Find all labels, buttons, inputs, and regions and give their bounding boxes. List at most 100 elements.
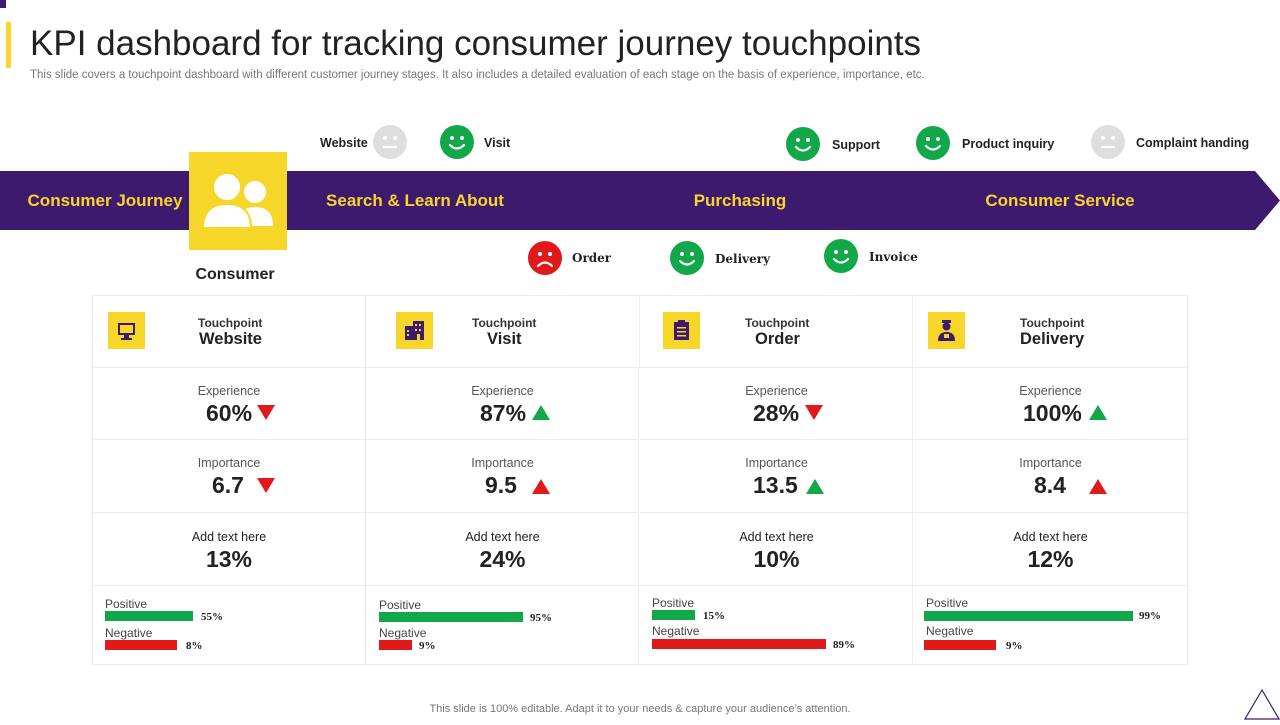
- add-text-value: 13%: [205, 546, 253, 572]
- page-title: KPI dashboard for tracking consumer jour…: [30, 24, 922, 63]
- happy-face-icon: [786, 127, 820, 161]
- negative-pct: 8%: [186, 640, 203, 652]
- touchpoint-caption: Touchpoint: [472, 316, 537, 330]
- positive-pct: 15%: [703, 610, 725, 622]
- touchpoint-caption: Touchpoint: [1020, 316, 1085, 330]
- positive-pct: 55%: [201, 611, 223, 623]
- add-text-value: 12%: [1027, 546, 1074, 572]
- sentiment-cell: Positive 99% Negative 9%: [913, 586, 1188, 665]
- importance-value: 6.7: [212, 472, 244, 498]
- trend-up-icon: [806, 478, 824, 494]
- corner-accent-purple: [0, 0, 6, 8]
- negative-bar: [105, 640, 177, 650]
- importance-cell: Importance 9.5: [366, 440, 639, 513]
- happy-face-icon: [440, 125, 474, 159]
- sad-face-icon: [528, 241, 562, 275]
- positive-label: Positive: [652, 596, 695, 610]
- touchpoint-header-order: Touchpoint Order: [640, 295, 913, 368]
- negative-bar: [379, 640, 412, 650]
- importance-cell: Importance 6.7: [92, 440, 366, 513]
- neutral-face-icon: [1091, 125, 1125, 159]
- touchpoint-caption: Touchpoint: [198, 316, 263, 330]
- add-text-label: Add text here: [739, 530, 814, 544]
- trend-down-icon: [805, 405, 823, 421]
- add-text-label: Add text here: [191, 530, 267, 544]
- add-text-label: Add text here: [465, 530, 540, 544]
- positive-bar: [652, 610, 695, 620]
- face-label-support: Support: [832, 138, 880, 152]
- add-text-value: 24%: [479, 546, 526, 572]
- users-icon: [201, 172, 273, 229]
- positive-pct: 95%: [530, 612, 552, 624]
- experience-cell: Experience 87%: [366, 368, 639, 440]
- experience-label: Experience: [1019, 384, 1082, 398]
- happy-face-icon: [670, 241, 704, 275]
- touchpoint-name: Order: [755, 330, 800, 348]
- negative-label: Negative: [379, 626, 427, 640]
- negative-pct: 89%: [833, 639, 855, 651]
- importance-label: Importance: [1019, 456, 1082, 470]
- touchpoint-name: Delivery: [1020, 330, 1085, 348]
- add-text-cell: Add text here 12%: [913, 513, 1188, 586]
- touchpoint-name: Website: [199, 330, 262, 348]
- importance-label: Importance: [471, 456, 534, 470]
- monitor-icon: [108, 312, 145, 349]
- footer-note: This slide is 100% editable. Adapt it to…: [429, 703, 851, 715]
- trend-down-icon: [257, 405, 275, 421]
- page-subtitle: This slide covers a touchpoint dashboard…: [30, 69, 925, 81]
- importance-label: Importance: [745, 456, 808, 470]
- add-text-cell: Add text here 24%: [366, 513, 639, 586]
- experience-label: Experience: [471, 384, 534, 398]
- corner-triangle-decoration: [1243, 688, 1280, 720]
- negative-pct: 9%: [1006, 640, 1023, 652]
- trend-up-red-icon: [1089, 478, 1107, 494]
- positive-label: Positive: [379, 598, 422, 612]
- touchpoint-name: Visit: [487, 330, 522, 348]
- stage-purchasing: Purchasing: [693, 191, 787, 210]
- experience-cell: Experience 28%: [640, 368, 913, 440]
- importance-value: 13.5: [753, 472, 798, 498]
- face-label-visit: Visit: [484, 136, 511, 150]
- importance-cell: Importance 13.5: [640, 440, 913, 513]
- face-label-invoice: Invoice: [869, 250, 918, 264]
- happy-face-icon: [916, 126, 950, 160]
- negative-label: Negative: [652, 624, 700, 638]
- stage-consumer-journey: Consumer Journey: [27, 191, 183, 210]
- experience-value: 60%: [206, 400, 253, 426]
- experience-value: 87%: [480, 400, 527, 426]
- journey-banner: [0, 171, 1280, 230]
- touchpoint-caption: Touchpoint: [745, 316, 810, 330]
- add-text-value: 10%: [753, 546, 800, 572]
- touchpoint-header-website: Touchpoint Website: [92, 295, 366, 368]
- neutral-face-icon: [373, 125, 407, 159]
- trend-up-icon: [532, 404, 550, 420]
- consumer-label: Consumer: [195, 266, 275, 283]
- face-label-website: Website: [320, 136, 368, 150]
- face-label-order: Order: [572, 251, 612, 265]
- delivery-person-icon: [928, 312, 965, 349]
- touchpoint-header-visit: Touchpoint Visit: [366, 295, 640, 368]
- face-label-delivery: Delivery: [715, 252, 771, 266]
- experience-label: Experience: [197, 384, 261, 398]
- building-icon: [396, 312, 433, 349]
- positive-label: Positive: [926, 596, 969, 610]
- sentiment-cell: Positive 95% Negative 9%: [366, 586, 639, 665]
- trend-up-icon: [1089, 404, 1107, 420]
- touchpoint-grid: Touchpoint Website Experience 60% Import…: [92, 295, 1188, 665]
- experience-cell: Experience 60%: [92, 368, 366, 440]
- positive-label: Positive: [105, 597, 148, 611]
- touchpoint-header-delivery: Touchpoint Delivery: [913, 295, 1188, 368]
- negative-label: Negative: [105, 626, 153, 640]
- negative-label: Negative: [926, 624, 974, 638]
- negative-bar: [652, 639, 826, 649]
- face-label-product-inquiry: Product inquiry: [962, 137, 1055, 151]
- trend-down-icon: [257, 478, 275, 494]
- experience-cell: Experience 100%: [913, 368, 1188, 440]
- sentiment-cell: Positive 15% Negative 89%: [640, 586, 913, 665]
- importance-label: Importance: [197, 456, 261, 470]
- stage-search-learn: Search & Learn About: [326, 191, 504, 210]
- add-text-label: Add text here: [1013, 530, 1088, 544]
- clipboard-icon: [663, 312, 700, 349]
- trend-up-red-icon: [532, 478, 550, 494]
- positive-pct: 99%: [1139, 610, 1161, 622]
